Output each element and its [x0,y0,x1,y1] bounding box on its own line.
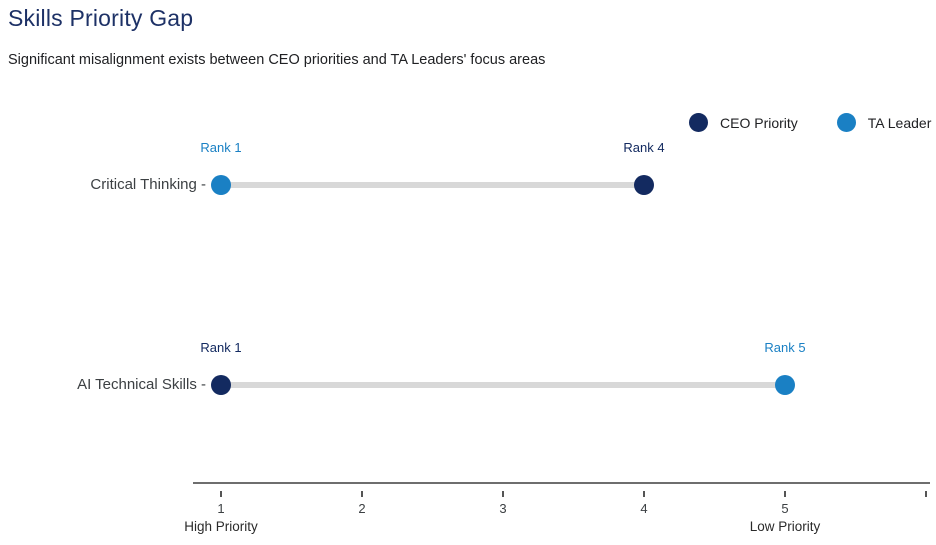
x-axis-tick-label: 1 [217,501,225,516]
legend-item-ta-leader: TA Leader [836,113,932,132]
x-axis-low-priority-label: Low Priority [749,519,821,534]
x-axis-tick [502,491,504,497]
connector-line [221,382,785,388]
rank-annotation: Rank 5 [764,340,806,355]
x-axis-tick-label: 5 [781,501,789,516]
x-axis-tick [643,491,645,497]
ceo-priority-point [634,175,654,195]
category-label-critical-thinking: Critical Thinking - [90,176,206,193]
chart-title: Skills Priority Gap [8,5,194,31]
x-axis-tick-label: 2 [358,501,366,516]
ta-leader-legend-label: TA Leader [867,114,932,131]
ceo-priority-point [211,375,231,395]
connector-line [221,182,644,188]
rank-annotation: Rank 1 [200,340,242,355]
rank-annotation: Rank 4 [623,140,665,155]
x-axis-line [193,482,930,484]
x-axis-high-priority-label: High Priority [184,519,258,534]
ta-leader-legend-dot [836,113,856,132]
rank-annotation: Rank 1 [200,140,242,155]
chart-subtitle: Significant misalignment exists between … [8,52,546,68]
x-axis-tick [925,491,927,497]
category-label-ai-technical-skills: AI Technical Skills - [77,376,206,393]
ceo-priority-legend-label: CEO Priority [720,114,798,131]
x-axis-tick-label: 4 [640,501,648,516]
ta-leader-point [775,375,795,395]
legend-item-ceo-priority: CEO Priority [689,113,798,132]
ta-leader-point [211,175,231,195]
x-axis-tick [220,491,222,497]
legend: CEO Priority TA Leader [689,113,931,132]
x-axis-tick [361,491,363,497]
ceo-priority-legend-dot [689,113,708,132]
x-axis-tick-label: 3 [499,501,507,516]
x-axis-tick [784,491,786,497]
